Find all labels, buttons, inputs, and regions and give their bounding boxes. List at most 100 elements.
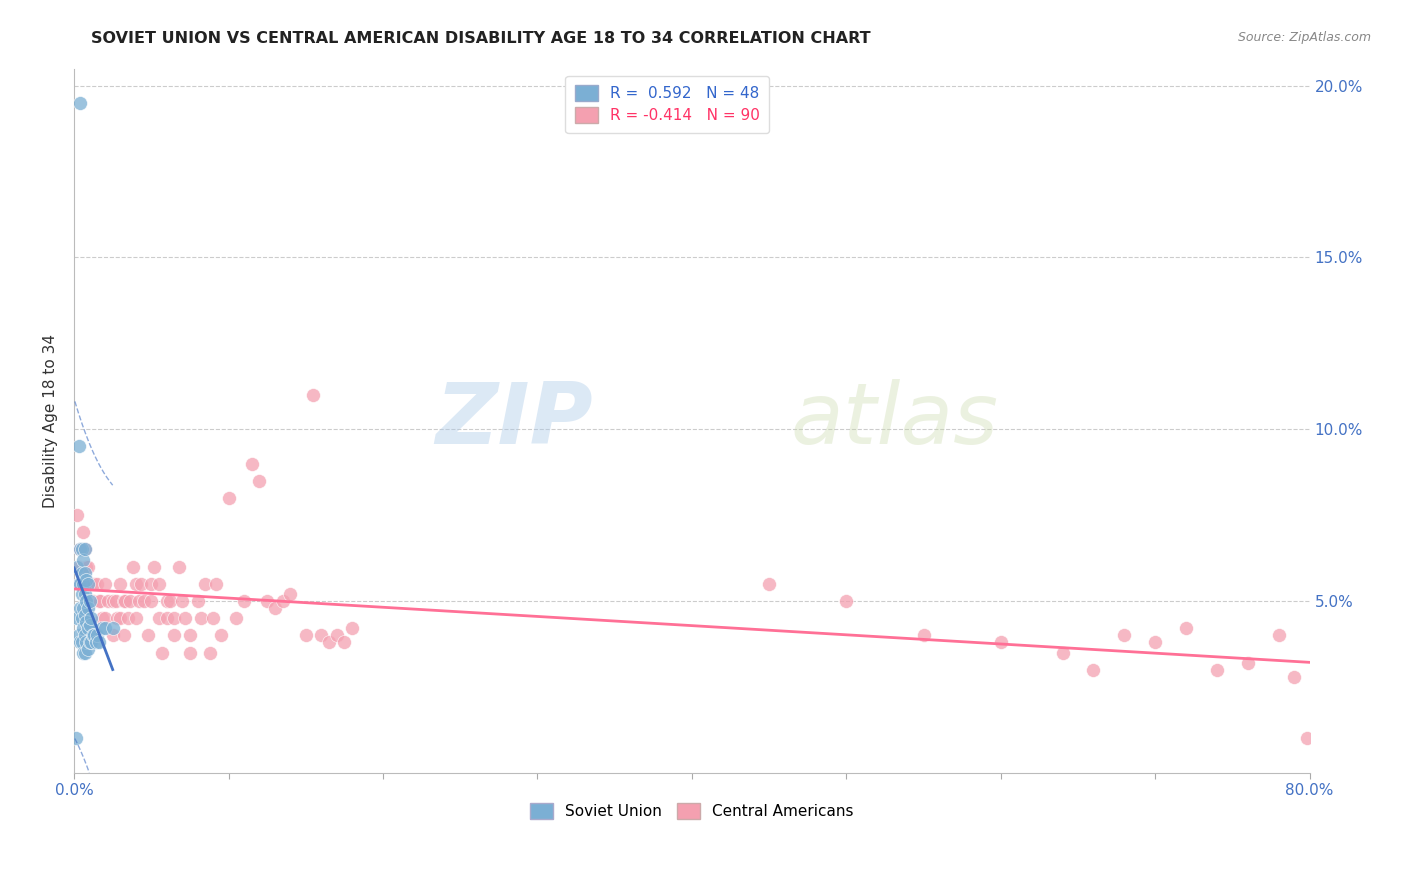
Point bbox=[1175, 622, 1198, 636]
Point bbox=[163, 628, 186, 642]
Point bbox=[218, 491, 240, 505]
Point bbox=[69, 95, 91, 110]
Point bbox=[125, 576, 148, 591]
Point bbox=[167, 559, 190, 574]
Point bbox=[110, 576, 132, 591]
Point bbox=[69, 635, 91, 649]
Point bbox=[67, 576, 90, 591]
Point bbox=[67, 559, 90, 574]
Point bbox=[136, 628, 159, 642]
Point bbox=[117, 611, 139, 625]
Point bbox=[72, 553, 94, 567]
Point bbox=[105, 611, 128, 625]
Point bbox=[240, 457, 263, 471]
Point bbox=[159, 594, 181, 608]
Point bbox=[340, 622, 363, 636]
Point bbox=[110, 611, 132, 625]
Point bbox=[125, 611, 148, 625]
Point bbox=[174, 611, 197, 625]
Point bbox=[97, 594, 120, 608]
Point bbox=[90, 622, 112, 636]
Point bbox=[225, 611, 247, 625]
Point bbox=[263, 600, 285, 615]
Text: atlas: atlas bbox=[790, 379, 998, 462]
Point bbox=[73, 587, 96, 601]
Point bbox=[163, 611, 186, 625]
Text: SOVIET UNION VS CENTRAL AMERICAN DISABILITY AGE 18 TO 34 CORRELATION CHART: SOVIET UNION VS CENTRAL AMERICAN DISABIL… bbox=[91, 31, 870, 46]
Point bbox=[101, 594, 124, 608]
Point bbox=[128, 594, 150, 608]
Point bbox=[172, 594, 194, 608]
Point bbox=[101, 628, 124, 642]
Point bbox=[66, 508, 89, 522]
Point bbox=[72, 600, 94, 615]
Point bbox=[104, 594, 127, 608]
Point bbox=[70, 587, 93, 601]
Point bbox=[1237, 656, 1260, 670]
Point bbox=[69, 600, 91, 615]
Point bbox=[73, 646, 96, 660]
Legend: Soviet Union, Central Americans: Soviet Union, Central Americans bbox=[524, 797, 860, 825]
Point bbox=[190, 611, 212, 625]
Text: Source: ZipAtlas.com: Source: ZipAtlas.com bbox=[1237, 31, 1371, 45]
Point bbox=[112, 594, 135, 608]
Point bbox=[150, 646, 173, 660]
Point bbox=[86, 628, 108, 642]
Point bbox=[94, 611, 117, 625]
Point bbox=[94, 622, 117, 636]
Point bbox=[318, 635, 340, 649]
Point bbox=[75, 574, 97, 588]
Point bbox=[1206, 663, 1229, 677]
Point bbox=[65, 731, 87, 746]
Point bbox=[1295, 731, 1317, 746]
Point bbox=[75, 635, 97, 649]
Point bbox=[69, 542, 91, 557]
Point bbox=[67, 628, 90, 642]
Point bbox=[156, 594, 179, 608]
Point bbox=[90, 611, 112, 625]
Point bbox=[256, 594, 278, 608]
Point bbox=[72, 622, 94, 636]
Point bbox=[205, 576, 228, 591]
Point bbox=[77, 559, 100, 574]
Point bbox=[143, 559, 166, 574]
Point bbox=[79, 576, 101, 591]
Point bbox=[209, 628, 232, 642]
Point bbox=[70, 576, 93, 591]
Point bbox=[87, 635, 110, 649]
Point bbox=[83, 628, 105, 642]
Point bbox=[70, 566, 93, 581]
Point bbox=[70, 611, 93, 625]
Point bbox=[80, 635, 103, 649]
Point bbox=[73, 566, 96, 581]
Point bbox=[73, 542, 96, 557]
Point bbox=[148, 576, 170, 591]
Point bbox=[912, 628, 935, 642]
Point bbox=[73, 542, 96, 557]
Point bbox=[75, 559, 97, 574]
Point bbox=[70, 635, 93, 649]
Point bbox=[249, 474, 271, 488]
Point bbox=[302, 388, 325, 402]
Point bbox=[1267, 628, 1289, 642]
Point bbox=[73, 628, 96, 642]
Point bbox=[278, 587, 301, 601]
Point bbox=[990, 635, 1012, 649]
Point bbox=[141, 576, 163, 591]
Point bbox=[129, 576, 152, 591]
Point bbox=[86, 576, 108, 591]
Point bbox=[294, 628, 316, 642]
Point bbox=[198, 646, 221, 660]
Point bbox=[84, 635, 107, 649]
Point bbox=[233, 594, 256, 608]
Point bbox=[80, 611, 103, 625]
Point bbox=[194, 576, 217, 591]
Point bbox=[835, 594, 858, 608]
Point bbox=[83, 576, 105, 591]
Point bbox=[66, 611, 89, 625]
Point bbox=[179, 646, 201, 660]
Point bbox=[112, 628, 135, 642]
Point bbox=[271, 594, 294, 608]
Point bbox=[1114, 628, 1136, 642]
Point bbox=[82, 594, 104, 608]
